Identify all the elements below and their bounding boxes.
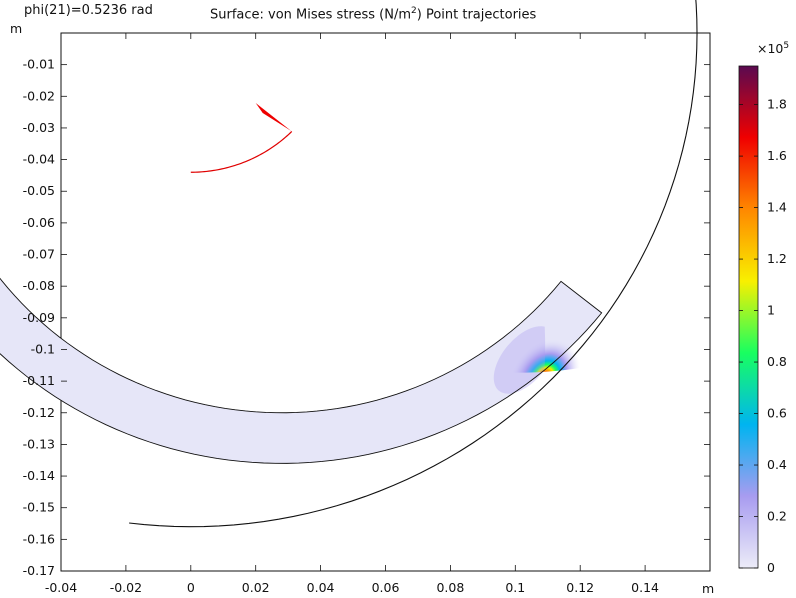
x-tick-label: 0.02 [242, 580, 270, 595]
plot-frame [60, 32, 711, 572]
y-tick-label: -0.08 [23, 278, 55, 293]
parameter-label: phi(21)=0.5236 rad [24, 3, 153, 18]
x-tick-label: 0.04 [307, 580, 335, 595]
colorbar-tick-label: 0.4 [767, 457, 787, 472]
colorbar-tick-label: 1.8 [767, 97, 787, 112]
colorbar-tick-label: 0 [767, 560, 775, 575]
y-tick-label: -0.04 [23, 152, 55, 167]
colorbar-bar [738, 65, 759, 569]
title-prefix: Surface: von Mises stress (N/m [210, 7, 412, 23]
plot-title: Surface: von Mises stress (N/m2) Point t… [210, 6, 536, 22]
y-tick-label: -0.07 [23, 247, 55, 262]
stress-halo [493, 326, 556, 394]
colorbar-tick-label: 1.4 [767, 200, 787, 215]
x-axis: -0.04 -0.02 0 0.02 0.04 0.06 0.08 0.1 0.12 0.14 [45, 33, 659, 595]
colorbar-multiplier: ×105 [757, 41, 789, 56]
x-tick-label: 0.06 [372, 580, 400, 595]
title-suffix: ) Point trajectories [416, 7, 537, 23]
colorbar-tick-label: 1 [767, 303, 775, 318]
y-tick-label: -0.12 [23, 405, 55, 420]
colorbar-tick-label: 0.8 [767, 354, 787, 369]
band-outline [0, 277, 603, 464]
y-tick-label: -0.1 [31, 341, 55, 356]
y-tick-label: -0.14 [23, 468, 55, 483]
x-tick-label: 0.12 [566, 580, 594, 595]
title-superscript: 2 [411, 6, 417, 16]
x-unit-label: m [702, 581, 714, 596]
x-tick-label: 0.08 [436, 580, 464, 595]
x-tick-label: -0.02 [110, 580, 142, 595]
colorbar-ticks: 0 0.2 0.4 0.6 0.8 1 1.2 1.4 1.6 1.8 [739, 97, 787, 575]
colorbar-tick-label: 0.6 [767, 406, 787, 421]
y-axis: -0.01 -0.02 -0.03 -0.04 -0.05 -0.06 -0.07 -0.08… [23, 57, 710, 578]
y-tick-label: -0.13 [23, 436, 55, 451]
y-tick-label: -0.11 [23, 373, 55, 388]
y-tick-label: -0.05 [23, 183, 55, 198]
y-tick-label: -0.17 [23, 563, 55, 578]
stress-band [0, 277, 603, 464]
trajectories [129, 0, 698, 528]
colorbar-tick-label: 0.2 [767, 509, 787, 524]
trajectory-black [129, 0, 698, 528]
x-tick-label: -0.04 [45, 580, 77, 595]
x-tick-label: 0 [187, 580, 195, 595]
y-tick-label: -0.01 [23, 57, 55, 72]
y-tick-label: -0.06 [23, 215, 55, 230]
y-unit-label: m [10, 21, 22, 36]
y-tick-label: -0.09 [23, 310, 55, 325]
band-fill [0, 278, 602, 464]
red-direction-marker [255, 102, 292, 132]
y-tick-label: -0.03 [23, 120, 55, 135]
colorbar-tick-label: 1.6 [767, 148, 787, 163]
x-tick-label: 0.1 [505, 580, 525, 595]
colorbar: ×105 0 0.2 0.4 0.6 0.8 1 1.2 1.4 1.6 1.8 [738, 41, 789, 575]
y-tick-label: -0.02 [23, 88, 55, 103]
x-tick-label: 0.14 [631, 580, 659, 595]
colorbar-tick-label: 1.2 [767, 251, 787, 266]
y-tick-label: -0.16 [23, 531, 55, 546]
trajectory-red [190, 131, 293, 173]
y-tick-label: -0.15 [23, 500, 55, 515]
